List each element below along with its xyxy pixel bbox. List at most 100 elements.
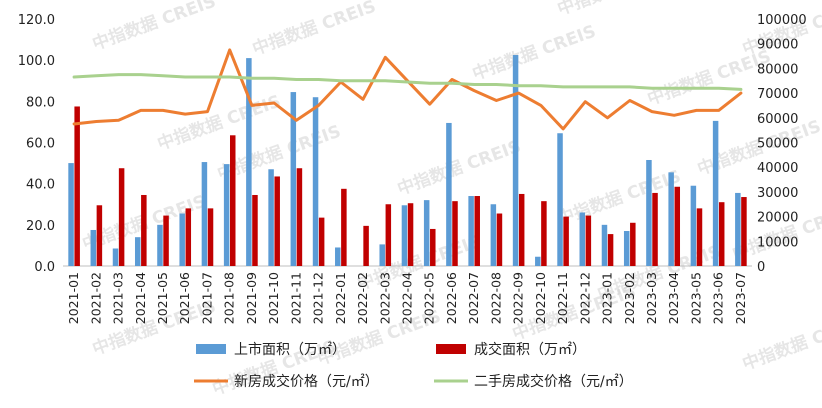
x-tick-label: 2021-10 [266,272,281,324]
y-right-tick-label: 80000 [757,62,798,77]
bar [141,194,147,266]
bar-series [74,106,747,267]
bar [252,194,258,266]
x-tick-label: 2021-04 [133,272,148,324]
bar [163,215,169,266]
y-right-tick-label: 100000 [757,13,807,28]
x-tick-label: 2021-09 [244,272,259,324]
x-tick-label: 2022-05 [422,272,437,324]
legend-swatch [436,344,466,354]
bar [690,185,697,266]
bar [674,186,681,266]
watermark-text: 中指数据 CREIS [555,0,684,20]
bar [207,208,214,266]
x-tick-label: 2022-06 [444,272,459,324]
series-line [72,48,743,131]
y-right-tick-label: 90000 [757,38,798,53]
bar [112,248,119,266]
bar [474,196,480,266]
bar [696,208,703,266]
bar [741,197,747,266]
watermark-text: 中指数据 CREIS [250,0,379,60]
bar [185,208,192,266]
watermark-text: 中指数据 CREIS [155,91,284,155]
x-tick-label: 2021-02 [88,272,103,324]
bar [296,168,303,266]
x-tick-label: 2022-12 [577,272,592,324]
x-tick-label: 2021-12 [311,272,326,324]
x-tick-label: 2022-10 [533,272,548,324]
bar [490,204,497,266]
bar [290,92,297,266]
bar [623,231,630,266]
bar [563,216,569,266]
x-tick-label: 2023-07 [733,272,748,324]
bar [452,201,458,266]
x-tick-label: 2023-04 [666,272,681,324]
x-tick-label: 2022-07 [466,272,481,324]
watermark-text: 中指数据 CREIS [740,311,822,375]
y-left-tick-label: 0.0 [34,260,55,275]
bar [223,164,230,266]
bar [401,205,408,266]
y-right-tick-label: 60000 [757,112,798,127]
y-right-tick-label: 50000 [757,137,798,152]
bar [512,55,519,267]
x-tick-label: 2023-02 [622,272,637,324]
bar [518,193,525,266]
bar [312,97,319,266]
watermark-text: 中指数据 CREIS [555,166,684,230]
bar [363,225,369,266]
bar [179,213,185,266]
bar [468,196,474,266]
x-tick-label: 2023-05 [688,272,703,324]
x-tick-label: 2021-08 [222,272,237,324]
x-tick-label: 2022-11 [555,272,570,324]
x-tick-label: 2021-07 [199,272,214,324]
x-tick-label: 2021-01 [66,272,81,324]
y-left-tick-label: 80.0 [26,95,55,110]
x-tick-label: 2022-09 [511,272,526,324]
y-right-tick-label: 10000 [757,235,798,250]
x-tick-label: 2021-05 [155,272,170,324]
y-left-tick-label: 120.0 [18,13,55,28]
x-tick-label: 2022-01 [333,272,348,324]
bar [423,200,430,266]
legend-swatch [196,344,226,354]
x-tick-label: 2021-11 [288,272,303,324]
bar [712,120,719,266]
watermark-text: 中指数据 CREIS [470,21,599,85]
y-left-tick-label: 40.0 [26,178,55,193]
bar [268,169,274,266]
bar-series [68,55,741,267]
x-tick-label: 2022-04 [400,272,415,324]
bar [430,228,436,266]
bar [646,159,652,266]
x-tick-label: 2022-03 [377,272,392,324]
bar [229,135,236,266]
x-tick-label: 2023-06 [711,272,726,324]
series-line [72,73,743,91]
bar [157,224,163,266]
bar [318,217,325,266]
x-tick-label: 2023-01 [600,272,615,324]
bar [407,203,414,266]
bar [134,237,141,266]
bar [90,229,97,266]
bar [585,215,592,266]
y-right-tick-label: 70000 [757,87,798,102]
bar [535,256,541,266]
bar [341,188,347,266]
legend: 上市面积（万㎡） 成交面积（万㎡） 新房成交价格（元/㎡） 二手房成交价格（元/㎡） [194,341,633,390]
bar [96,205,103,266]
x-tick-label: 2021-06 [177,272,192,324]
lines-layer [72,48,743,131]
bar [718,202,725,266]
bar [274,176,280,266]
bar [246,58,252,266]
bar [446,122,452,266]
y-left-tick-label: 20.0 [26,219,55,234]
y-right-tick-label: 40000 [757,161,798,176]
